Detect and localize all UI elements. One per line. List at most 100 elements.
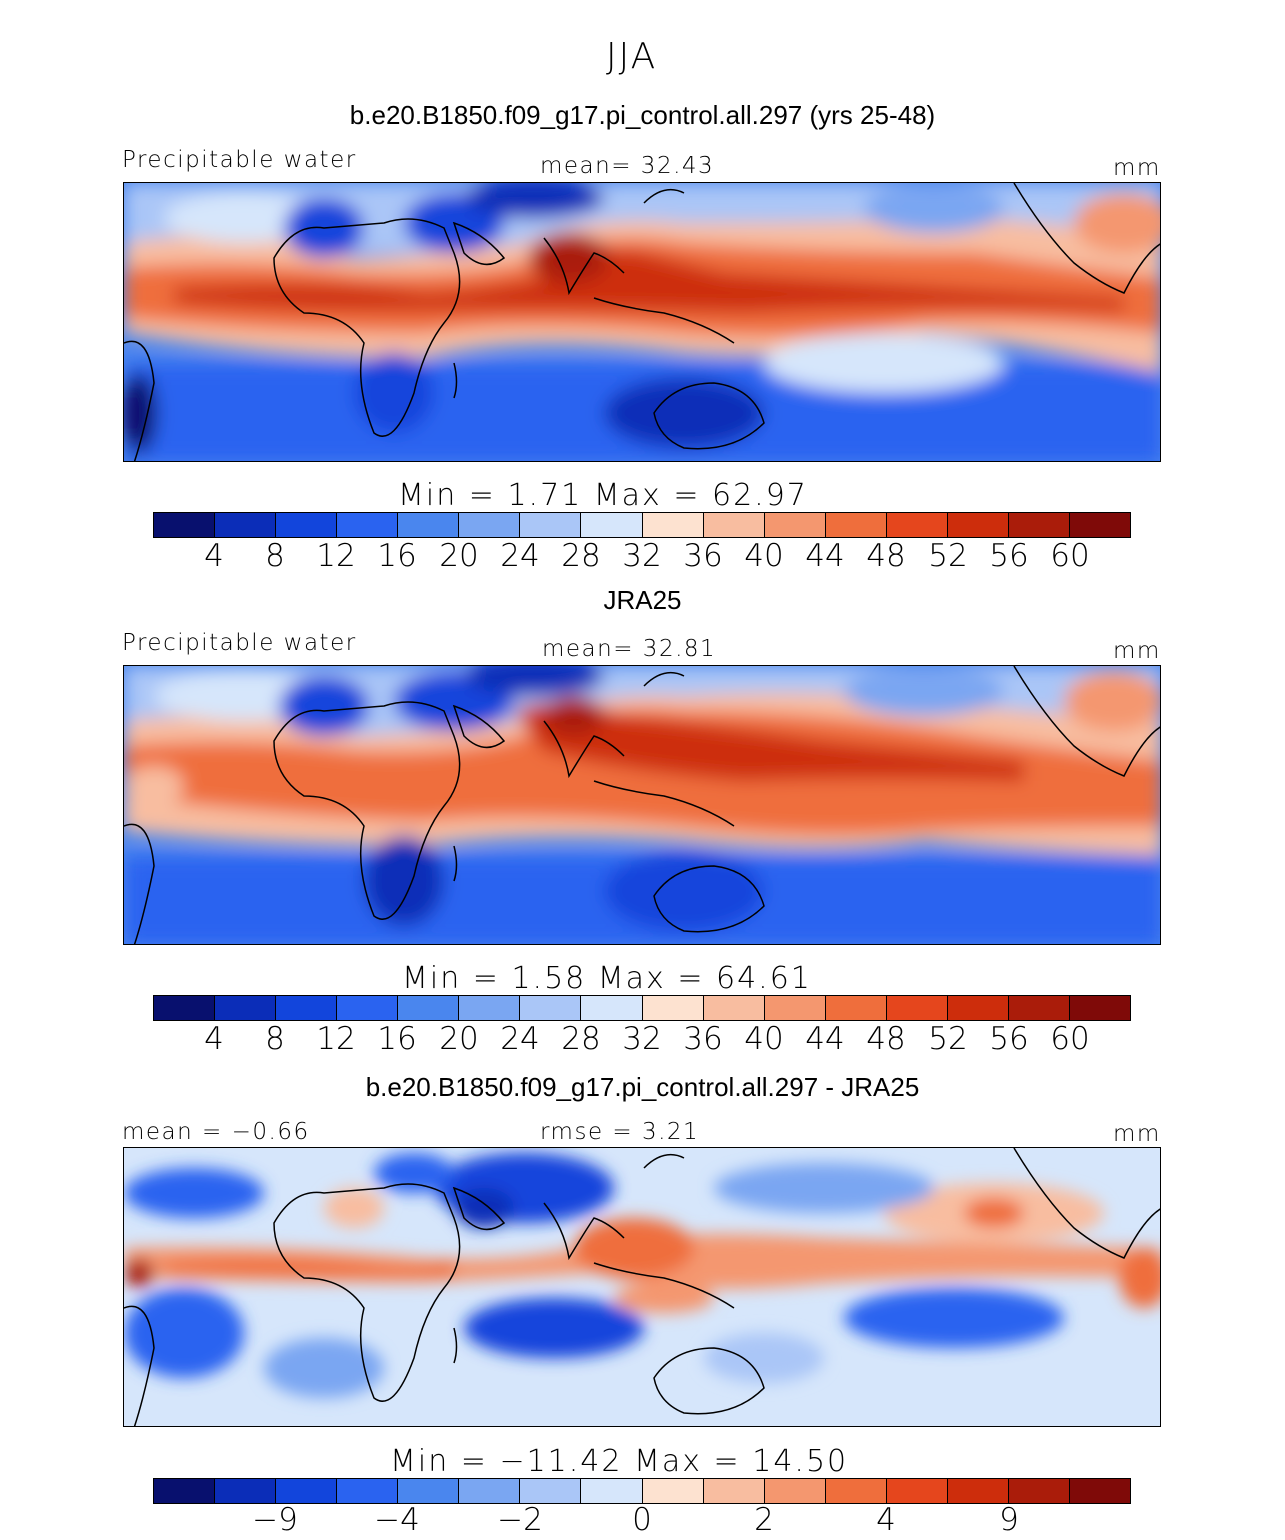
colorbar-tick: 20 bbox=[439, 538, 479, 574]
panel-1-title: b.e20.B1850.f09_g17.pi_control.all.297 (… bbox=[349, 100, 936, 130]
colorbar-tick: −2 bbox=[497, 1502, 543, 1538]
colorbar-tick: 36 bbox=[683, 1021, 723, 1057]
panel-3-units-label: mm bbox=[1113, 1121, 1161, 1147]
colorbar-tick: 24 bbox=[500, 1021, 540, 1057]
colorbar-tick: 52 bbox=[928, 538, 968, 574]
colorbar-tick: 12 bbox=[316, 538, 356, 574]
colorbar-tick: 24 bbox=[500, 538, 540, 574]
colorbar-swatch bbox=[337, 996, 399, 1020]
colorbar-swatch bbox=[581, 513, 643, 537]
colorbar-tick: 32 bbox=[622, 538, 662, 574]
colorbar-swatch bbox=[337, 513, 399, 537]
panel-3-title: b.e20.B1850.f09_g17.pi_control.all.297 -… bbox=[365, 1072, 920, 1102]
colorbar-swatch bbox=[886, 996, 948, 1020]
colorbar-swatch bbox=[1069, 1479, 1130, 1503]
coastline-outline-icon bbox=[124, 1148, 1160, 1426]
colorbar-swatch bbox=[764, 1479, 826, 1503]
colorbar-swatch bbox=[337, 1479, 399, 1503]
colorbar-tick: 28 bbox=[561, 538, 601, 574]
colorbar-tick: 4 bbox=[204, 538, 224, 574]
colorbar-swatch bbox=[215, 996, 277, 1020]
colorbar-tick: 16 bbox=[377, 1021, 417, 1057]
colorbar-swatch bbox=[276, 1479, 338, 1503]
colorbar-swatch bbox=[1008, 513, 1070, 537]
colorbar-tick: 9 bbox=[999, 1502, 1019, 1538]
colorbar-tick: 44 bbox=[805, 538, 845, 574]
colorbar-swatch bbox=[520, 996, 582, 1020]
colorbar-tick: 48 bbox=[866, 1021, 906, 1057]
colorbar-tick: 52 bbox=[928, 1021, 968, 1057]
colorbar-swatch bbox=[398, 996, 460, 1020]
panel-2-variable-label: Precipitable water bbox=[122, 630, 357, 656]
colorbar-tick: 32 bbox=[622, 1021, 662, 1057]
colorbar-swatch bbox=[215, 513, 277, 537]
colorbar-swatch bbox=[703, 1479, 765, 1503]
panel-2-title: JRA25 bbox=[603, 585, 682, 615]
colorbar-swatch bbox=[764, 996, 826, 1020]
colorbar-tick: 48 bbox=[866, 538, 906, 574]
panel-1-variable-label: Precipitable water bbox=[122, 147, 357, 173]
colorbar-tick: 56 bbox=[989, 538, 1029, 574]
panel-1-units-label: mm bbox=[1113, 155, 1161, 181]
panel-2-units-label: mm bbox=[1113, 638, 1161, 664]
colorbar-tick: 16 bbox=[377, 538, 417, 574]
colorbar-tick: 4 bbox=[876, 1502, 896, 1538]
colorbar-swatch bbox=[581, 996, 643, 1020]
colorbar-swatch bbox=[947, 513, 1009, 537]
colorbar-swatch bbox=[1069, 513, 1130, 537]
panel-1-mean-label: mean= 32.43 bbox=[540, 153, 715, 179]
panel-2-minmax: Min = 1.58 Max = 64.61 bbox=[402, 961, 812, 996]
coastline-outline-icon bbox=[124, 183, 1160, 461]
panel-1-minmax: Min = 1.71 Max = 62.97 bbox=[398, 478, 808, 513]
colorbar-swatch bbox=[276, 513, 338, 537]
panel-2-colorbar bbox=[153, 995, 1131, 1021]
colorbar-swatch bbox=[459, 996, 521, 1020]
colorbar-swatch bbox=[1008, 996, 1070, 1020]
colorbar-tick: 8 bbox=[265, 538, 285, 574]
colorbar-swatch bbox=[825, 996, 887, 1020]
colorbar-swatch bbox=[1069, 996, 1130, 1020]
colorbar-swatch bbox=[825, 513, 887, 537]
colorbar-swatch bbox=[459, 513, 521, 537]
colorbar-tick: 60 bbox=[1050, 1021, 1090, 1057]
colorbar-swatch bbox=[703, 513, 765, 537]
colorbar-swatch bbox=[764, 513, 826, 537]
colorbar-tick: 28 bbox=[561, 1021, 601, 1057]
colorbar-tick: 2 bbox=[754, 1502, 774, 1538]
panel-3-rmse-label: rmse = 3.21 bbox=[540, 1119, 700, 1145]
colorbar-swatch bbox=[154, 1479, 216, 1503]
colorbar-swatch bbox=[398, 513, 460, 537]
colorbar-swatch bbox=[642, 513, 704, 537]
colorbar-tick: 40 bbox=[744, 1021, 784, 1057]
page-title: JJA bbox=[606, 36, 658, 77]
colorbar-swatch bbox=[825, 1479, 887, 1503]
colorbar-tick: 20 bbox=[439, 1021, 479, 1057]
colorbar-swatch bbox=[154, 513, 216, 537]
colorbar-tick: 8 bbox=[265, 1021, 285, 1057]
panel-3-map bbox=[123, 1147, 1161, 1427]
colorbar-swatch bbox=[947, 1479, 1009, 1503]
colorbar-tick: 4 bbox=[204, 1021, 224, 1057]
colorbar-tick: 0 bbox=[632, 1502, 652, 1538]
colorbar-tick: 56 bbox=[989, 1021, 1029, 1057]
colorbar-tick: −9 bbox=[252, 1502, 298, 1538]
panel-3-mean-label: mean = −0.66 bbox=[122, 1119, 310, 1145]
panel-1-map bbox=[123, 182, 1161, 462]
colorbar-swatch bbox=[1008, 1479, 1070, 1503]
colorbar-tick: 36 bbox=[683, 538, 723, 574]
colorbar-swatch bbox=[886, 1479, 948, 1503]
colorbar-swatch bbox=[581, 1479, 643, 1503]
colorbar-swatch bbox=[215, 1479, 277, 1503]
panel-2-mean-label: mean= 32.81 bbox=[542, 636, 717, 662]
colorbar-swatch bbox=[520, 1479, 582, 1503]
colorbar-swatch bbox=[459, 1479, 521, 1503]
colorbar-swatch bbox=[398, 1479, 460, 1503]
colorbar-tick: 44 bbox=[805, 1021, 845, 1057]
panel-2-map bbox=[123, 665, 1161, 945]
panel-3-colorbar bbox=[153, 1478, 1131, 1504]
colorbar-swatch bbox=[642, 1479, 704, 1503]
colorbar-swatch bbox=[703, 996, 765, 1020]
coastline-outline-icon bbox=[124, 666, 1160, 944]
colorbar-tick: 12 bbox=[316, 1021, 356, 1057]
colorbar-swatch bbox=[886, 513, 948, 537]
